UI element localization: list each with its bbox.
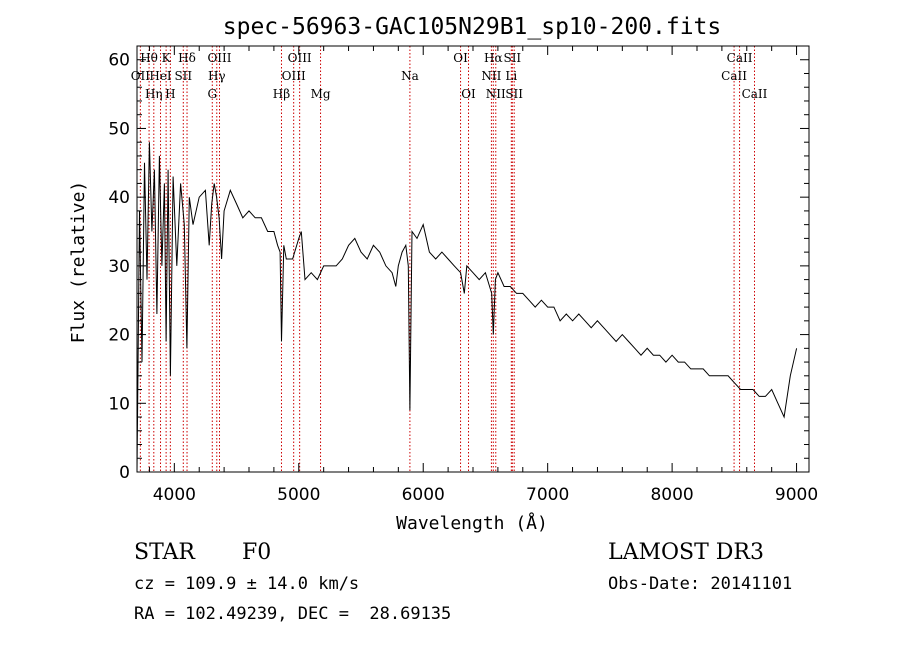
line-marker-label: Hα (484, 51, 503, 65)
line-marker-label: K (162, 51, 172, 65)
line-marker-label: OIII (207, 51, 231, 65)
ra-dec: RA = 102.49239, DEC = 28.69135 (134, 604, 452, 624)
line-marker-label: NII (486, 87, 506, 101)
line-marker-label: CaII (727, 51, 753, 65)
line-marker-label: Li (505, 69, 517, 83)
x-axis-label: Wavelength (Å) (396, 512, 548, 534)
line-marker-label: Hβ (273, 87, 290, 101)
y-tick-label: 10 (108, 394, 130, 414)
redshift-cz: cz = 109.9 ± 14.0 km/s (134, 574, 360, 594)
x-tick-label: 9000 (775, 485, 818, 505)
line-marker-label: SII (503, 51, 521, 65)
x-tick-label: 5000 (277, 485, 320, 505)
x-axis-ticks: 4000 5000 6000 7000 8000 9000 (148, 46, 818, 505)
line-marker-label: CaII (742, 87, 768, 101)
line-marker-label: HeI (149, 69, 172, 83)
line-marker-label: OIII (288, 51, 312, 65)
line-marker-label: H (165, 87, 175, 101)
survey-name: LAMOST DR3 (608, 540, 764, 565)
line-marker-label: OII (131, 69, 151, 83)
y-axis-ticks: 0 10 20 30 40 50 60 (108, 45, 809, 483)
line-marker-label: Hθ (140, 51, 158, 65)
y-tick-label: 30 (108, 257, 130, 277)
line-marker-label: CaII (721, 69, 747, 83)
object-class: STAR (134, 540, 195, 565)
object-subclass: F0 (242, 540, 272, 565)
y-tick-label: 0 (119, 463, 130, 483)
spectrum-line (136, 142, 798, 473)
line-marker-label: OI (461, 87, 476, 101)
line-marker-labels: OII Hθ Hη HeI K H SII Hδ G Hγ OIII Hβ OIII OIII Mg Na OI… (131, 51, 768, 101)
line-marker-label: Hδ (178, 51, 196, 65)
y-tick-label: 60 (108, 51, 130, 71)
x-tick-label: 8000 (650, 485, 693, 505)
line-marker-label: Mg (311, 87, 331, 101)
line-marker-label: Hη (145, 87, 163, 101)
line-markers (139, 46, 755, 472)
line-marker-label: SII (505, 87, 523, 101)
line-marker-label: OIII (282, 69, 306, 83)
line-marker-label: SII (174, 69, 192, 83)
x-tick-label: 6000 (402, 485, 445, 505)
y-axis-label: Flux (relative) (68, 181, 89, 344)
plot-frame (136, 45, 810, 473)
observation-date: Obs-Date: 20141101 (608, 574, 793, 594)
line-marker-label: Hγ (208, 69, 226, 83)
x-tick-label: 4000 (153, 485, 196, 505)
y-tick-label: 20 (108, 326, 130, 346)
y-tick-label: 50 (108, 119, 130, 139)
x-tick-label: 7000 (526, 485, 569, 505)
line-marker-label: G (207, 87, 217, 101)
line-marker-label: OI (453, 51, 468, 65)
chart-title: spec-56963-GAC105N29B1_sp10-200.fits (223, 14, 722, 40)
line-marker-label: Na (401, 69, 419, 83)
line-marker-label: NII (481, 69, 501, 83)
y-tick-label: 40 (108, 188, 130, 208)
